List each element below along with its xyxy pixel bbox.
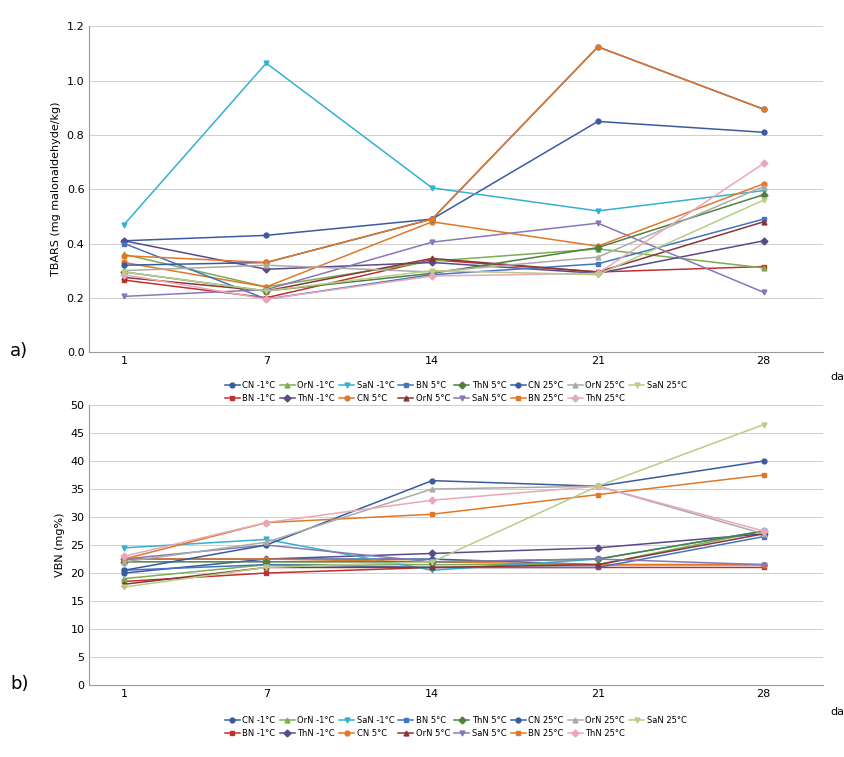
Text: days: days: [830, 372, 844, 382]
Text: b): b): [10, 674, 29, 693]
Legend: CN -1°C, BN -1°C, OrN -1°C, ThN -1°C, SaN -1°C, CN 5°C, BN 5°C, OrN 5°C, ThN 5°C: CN -1°C, BN -1°C, OrN -1°C, ThN -1°C, Sa…: [225, 381, 686, 403]
Legend: CN -1°C, BN -1°C, OrN -1°C, ThN -1°C, SaN -1°C, CN 5°C, BN 5°C, OrN 5°C, ThN 5°C: CN -1°C, BN -1°C, OrN -1°C, ThN -1°C, Sa…: [225, 716, 686, 738]
Text: a): a): [10, 341, 28, 360]
Y-axis label: TBARS (mg malonaldehyde/kg): TBARS (mg malonaldehyde/kg): [51, 102, 61, 276]
Text: days: days: [830, 708, 844, 718]
Y-axis label: VBN (mg%): VBN (mg%): [55, 512, 65, 578]
